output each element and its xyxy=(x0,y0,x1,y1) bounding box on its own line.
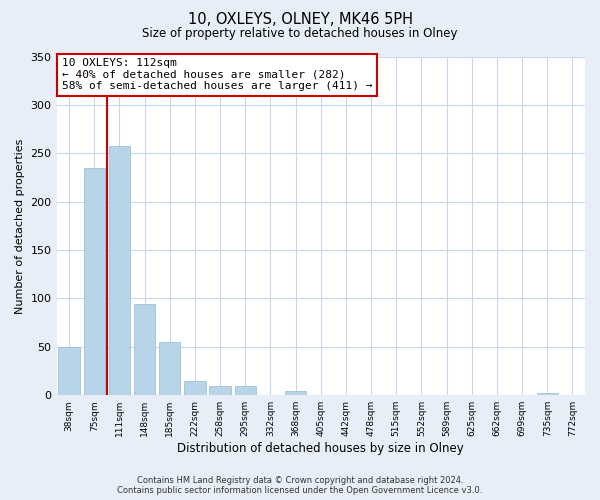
Bar xyxy=(536,394,558,395)
Bar xyxy=(109,146,130,395)
Text: Size of property relative to detached houses in Olney: Size of property relative to detached ho… xyxy=(142,28,458,40)
Bar xyxy=(209,386,231,395)
Text: 10, OXLEYS, OLNEY, MK46 5PH: 10, OXLEYS, OLNEY, MK46 5PH xyxy=(187,12,413,28)
Bar xyxy=(184,380,206,395)
Text: Contains HM Land Registry data © Crown copyright and database right 2024.
Contai: Contains HM Land Registry data © Crown c… xyxy=(118,476,482,495)
Text: 10 OXLEYS: 112sqm
← 40% of detached houses are smaller (282)
58% of semi-detache: 10 OXLEYS: 112sqm ← 40% of detached hous… xyxy=(62,58,373,92)
Y-axis label: Number of detached properties: Number of detached properties xyxy=(15,138,25,314)
Bar xyxy=(235,386,256,395)
X-axis label: Distribution of detached houses by size in Olney: Distribution of detached houses by size … xyxy=(178,442,464,455)
Bar xyxy=(58,347,80,395)
Bar xyxy=(159,342,181,395)
Bar xyxy=(134,304,155,395)
Bar xyxy=(83,168,105,395)
Bar xyxy=(285,392,307,395)
